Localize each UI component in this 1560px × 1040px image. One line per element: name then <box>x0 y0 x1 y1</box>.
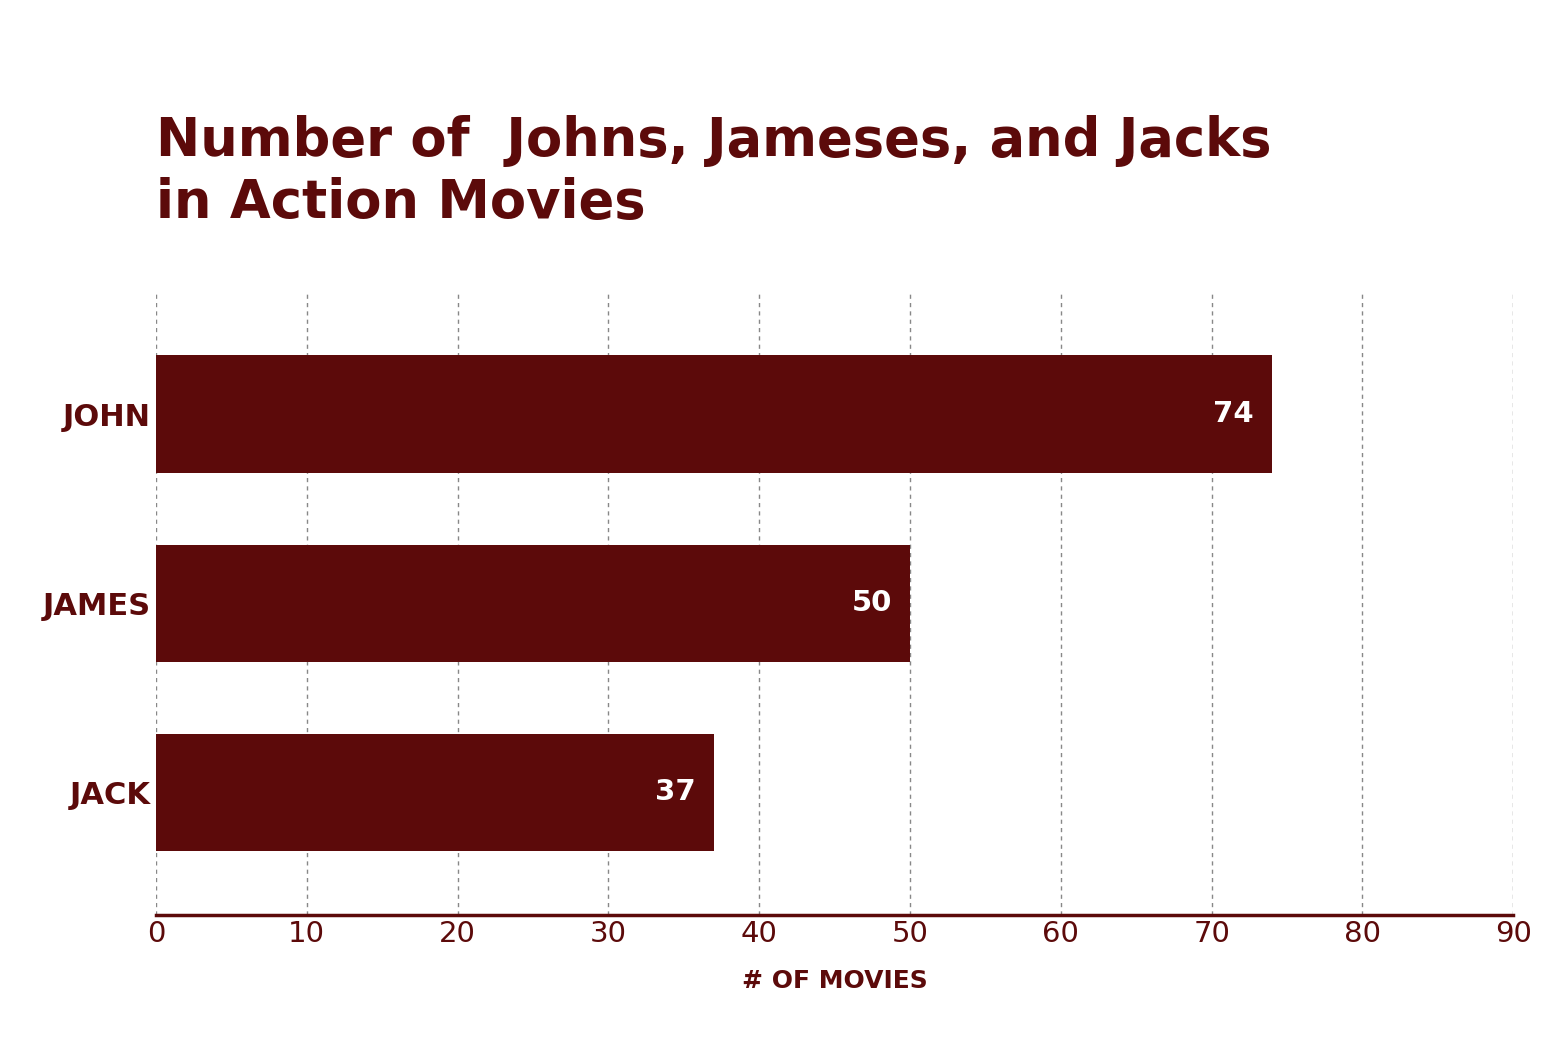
Text: 50: 50 <box>852 590 892 617</box>
Text: 74: 74 <box>1214 400 1254 428</box>
Bar <box>156 733 714 851</box>
X-axis label: # OF MOVIES: # OF MOVIES <box>741 969 928 993</box>
Bar <box>156 545 909 661</box>
Text: Number of  Johns, Jameses, and Jacks
in Action Movies: Number of Johns, Jameses, and Jacks in A… <box>156 114 1271 229</box>
Text: 37: 37 <box>655 778 696 806</box>
Bar <box>156 356 1271 473</box>
